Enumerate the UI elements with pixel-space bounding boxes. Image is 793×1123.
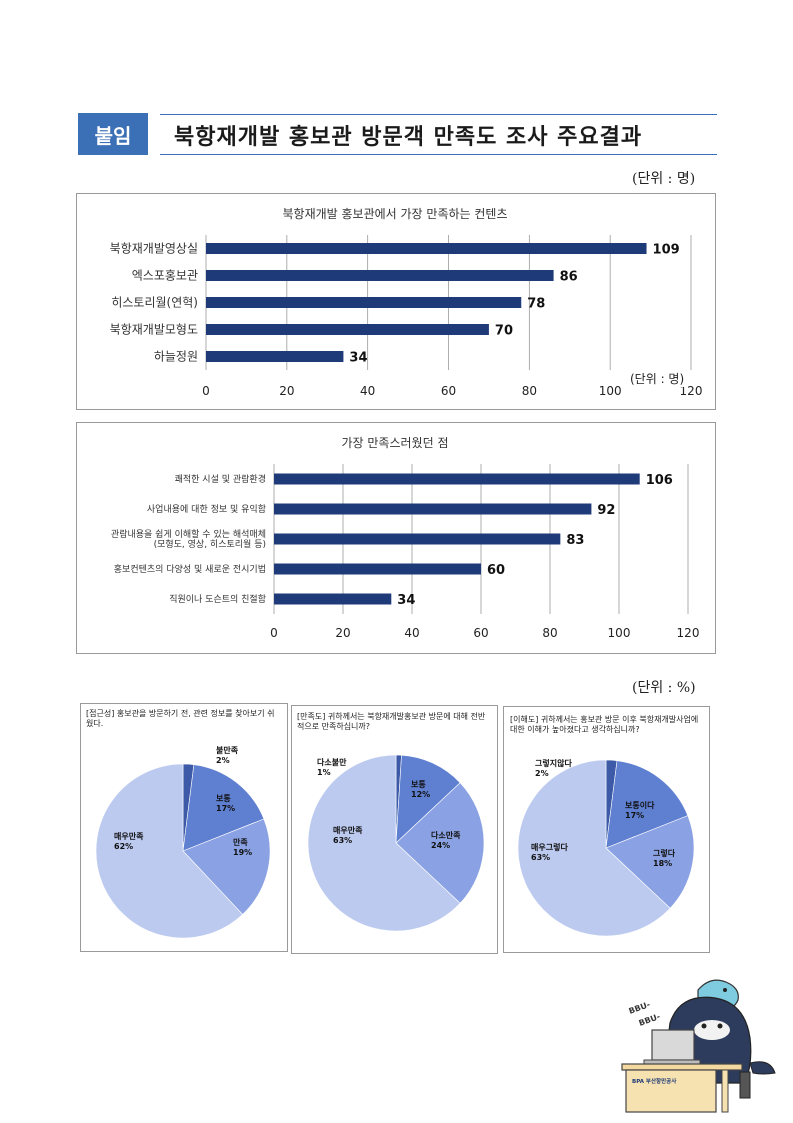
pie-slice-label: 만족 19% — [233, 837, 252, 857]
category-label: 엑스포홍보관 — [132, 269, 198, 283]
category-label: 쾌적한 시설 및 관람환경 — [175, 473, 266, 485]
x-tick-label: 100 — [599, 384, 622, 398]
x-tick-label: 20 — [279, 384, 294, 398]
bar — [206, 243, 647, 254]
x-tick-label: 20 — [335, 626, 350, 640]
mascot-sound-1: BBU- — [628, 1000, 652, 1016]
pie-slice — [395, 782, 485, 904]
x-tick-label: 120 — [680, 384, 703, 398]
unit-label-people: (단위 : 명) — [632, 171, 696, 187]
category-label: 사업내용에 대한 정보 및 유익함 — [147, 503, 266, 515]
bar — [274, 533, 561, 545]
header-badge: 붙임 — [78, 113, 148, 155]
pie-slice-label: 그렇다 18% — [653, 848, 676, 868]
pie-slice-label: 보통 12% — [411, 779, 430, 799]
pie-slice-label: 보통이다 17% — [625, 800, 655, 820]
pie-slice-label: 다소만족 24% — [431, 830, 461, 850]
chart-1-unit-label: (단위 : 명) — [628, 370, 687, 387]
header-rule-bottom — [160, 154, 717, 155]
chair-icon — [739, 1071, 751, 1099]
category-label: 히스토리월(연혁) — [111, 296, 198, 310]
pie-slice — [95, 763, 243, 939]
pie-3-chart: 그렇지않다 2% 보통이다 17% 그렇다 18% 매우그렇다 63% — [517, 758, 695, 937]
mascot-illustration: BBU- BBU- BPA 부산항만공사 — [621, 979, 776, 1113]
bar-value-label: 86 — [560, 270, 578, 285]
pie-slice — [517, 759, 671, 937]
category-label: 북항재개발영상실 — [110, 242, 198, 256]
chart-1-title: 북항재개발 홍보관에서 가장 만족하는 컨텐츠 — [282, 207, 508, 221]
bar-value-label: 34 — [349, 351, 367, 366]
laptop-icon — [651, 1029, 695, 1061]
bar-value-label: 78 — [527, 297, 545, 312]
pie-slice-label: 보통 17% — [216, 793, 235, 813]
x-tick-label: 40 — [404, 626, 419, 640]
x-tick-label: 0 — [202, 384, 210, 398]
bar-value-label: 83 — [566, 533, 584, 548]
category-label: 하늘정원 — [154, 350, 198, 364]
mascot-sound-2: BBU- — [638, 1012, 662, 1028]
x-tick-label: 80 — [522, 384, 537, 398]
x-tick-label: 120 — [677, 626, 700, 640]
pie-slice-label: 매우만족 63% — [333, 825, 363, 845]
x-tick-label: 80 — [542, 626, 557, 640]
pie-slice-label: 그렇지않다 2% — [535, 758, 572, 778]
x-tick-label: 60 — [473, 626, 488, 640]
unit-label-percent: (단위 : %) — [632, 680, 696, 696]
x-tick-label: 60 — [441, 384, 456, 398]
category-label: 홍보컨텐츠의 다양성 및 새로운 전시기법 — [114, 563, 266, 575]
category-label: 직원이나 도슨트의 친절함 — [169, 593, 266, 605]
x-tick-label: 100 — [608, 626, 631, 640]
x-tick-label: 40 — [360, 384, 375, 398]
pie-slice-label: 불만족 2% — [216, 745, 239, 765]
pie-1-chart: 불만족 2% 보통 17% 만족 19% 매우만족 62% — [95, 745, 271, 939]
pie-slice — [182, 764, 265, 852]
pie-slice — [395, 754, 461, 844]
bar-value-label: 70 — [495, 324, 513, 339]
bar — [274, 473, 640, 485]
pie-slice — [182, 818, 271, 915]
pie-2-chart: 다소불만 1% 보통 12% 다소만족 24% 매우만족 63% — [307, 754, 485, 932]
category-label: 관람내용을 쉽게 이해할 수 있는 해석매체 (모형도, 영상, 히스토리월 등) — [111, 528, 266, 550]
bar — [206, 324, 489, 335]
chart-1-plot: 0 20 40 60 80 100 120 109 북항재개발영상실 86 엑스포홍보관 78 히스토리… — [110, 235, 703, 398]
desk-icon — [621, 1063, 743, 1071]
category-label: 북항재개발모형도 — [110, 323, 198, 337]
chart-2-plot: 0 20 40 60 80 100 120 106 쾌적한 시설 및 관람환경 92 사업내용에 대… — [111, 464, 700, 640]
desk-logo: BPA 부산항만공사 — [632, 1077, 677, 1085]
pie-slice-label: 다소불만 1% — [317, 757, 347, 777]
x-tick-label: 0 — [270, 626, 278, 640]
pie-slice — [307, 754, 461, 932]
pie-1-question: [접근성] 홍보관을 방문하기 전, 관련 정보를 찾아보기 쉬웠다. — [86, 709, 275, 728]
pie-slice — [605, 815, 695, 909]
pie-slice-label: 매우만족 62% — [114, 831, 144, 851]
pie-3-question: [이해도] 귀하께서는 홍보관 방문 이후 북항재개발사업에 대한 이해가 높아… — [510, 715, 699, 734]
bar-value-label: 109 — [653, 243, 680, 258]
header-rule-top — [160, 114, 717, 115]
pie-2-question: [만족도] 귀하께서는 북항재개발홍보관 방문에 대해 전반적으로 만족하십니까… — [297, 712, 486, 731]
pie-slice-label: 매우그렇다 63% — [531, 842, 568, 862]
chart-2-title: 가장 만족스러웠던 점 — [341, 436, 449, 450]
bar — [274, 503, 592, 515]
bar-value-label: 60 — [487, 563, 505, 578]
bar — [206, 270, 554, 281]
bar-value-label: 106 — [646, 473, 673, 488]
bar — [274, 593, 392, 605]
bar-value-label: 92 — [597, 503, 615, 518]
pie-slice — [605, 760, 689, 849]
bar — [206, 297, 522, 308]
bar-value-label: 34 — [397, 593, 415, 608]
bar — [206, 351, 344, 362]
bar — [274, 563, 481, 575]
page-title: 북항재개발 홍보관 방문객 만족도 조사 주요결과 — [174, 125, 643, 150]
